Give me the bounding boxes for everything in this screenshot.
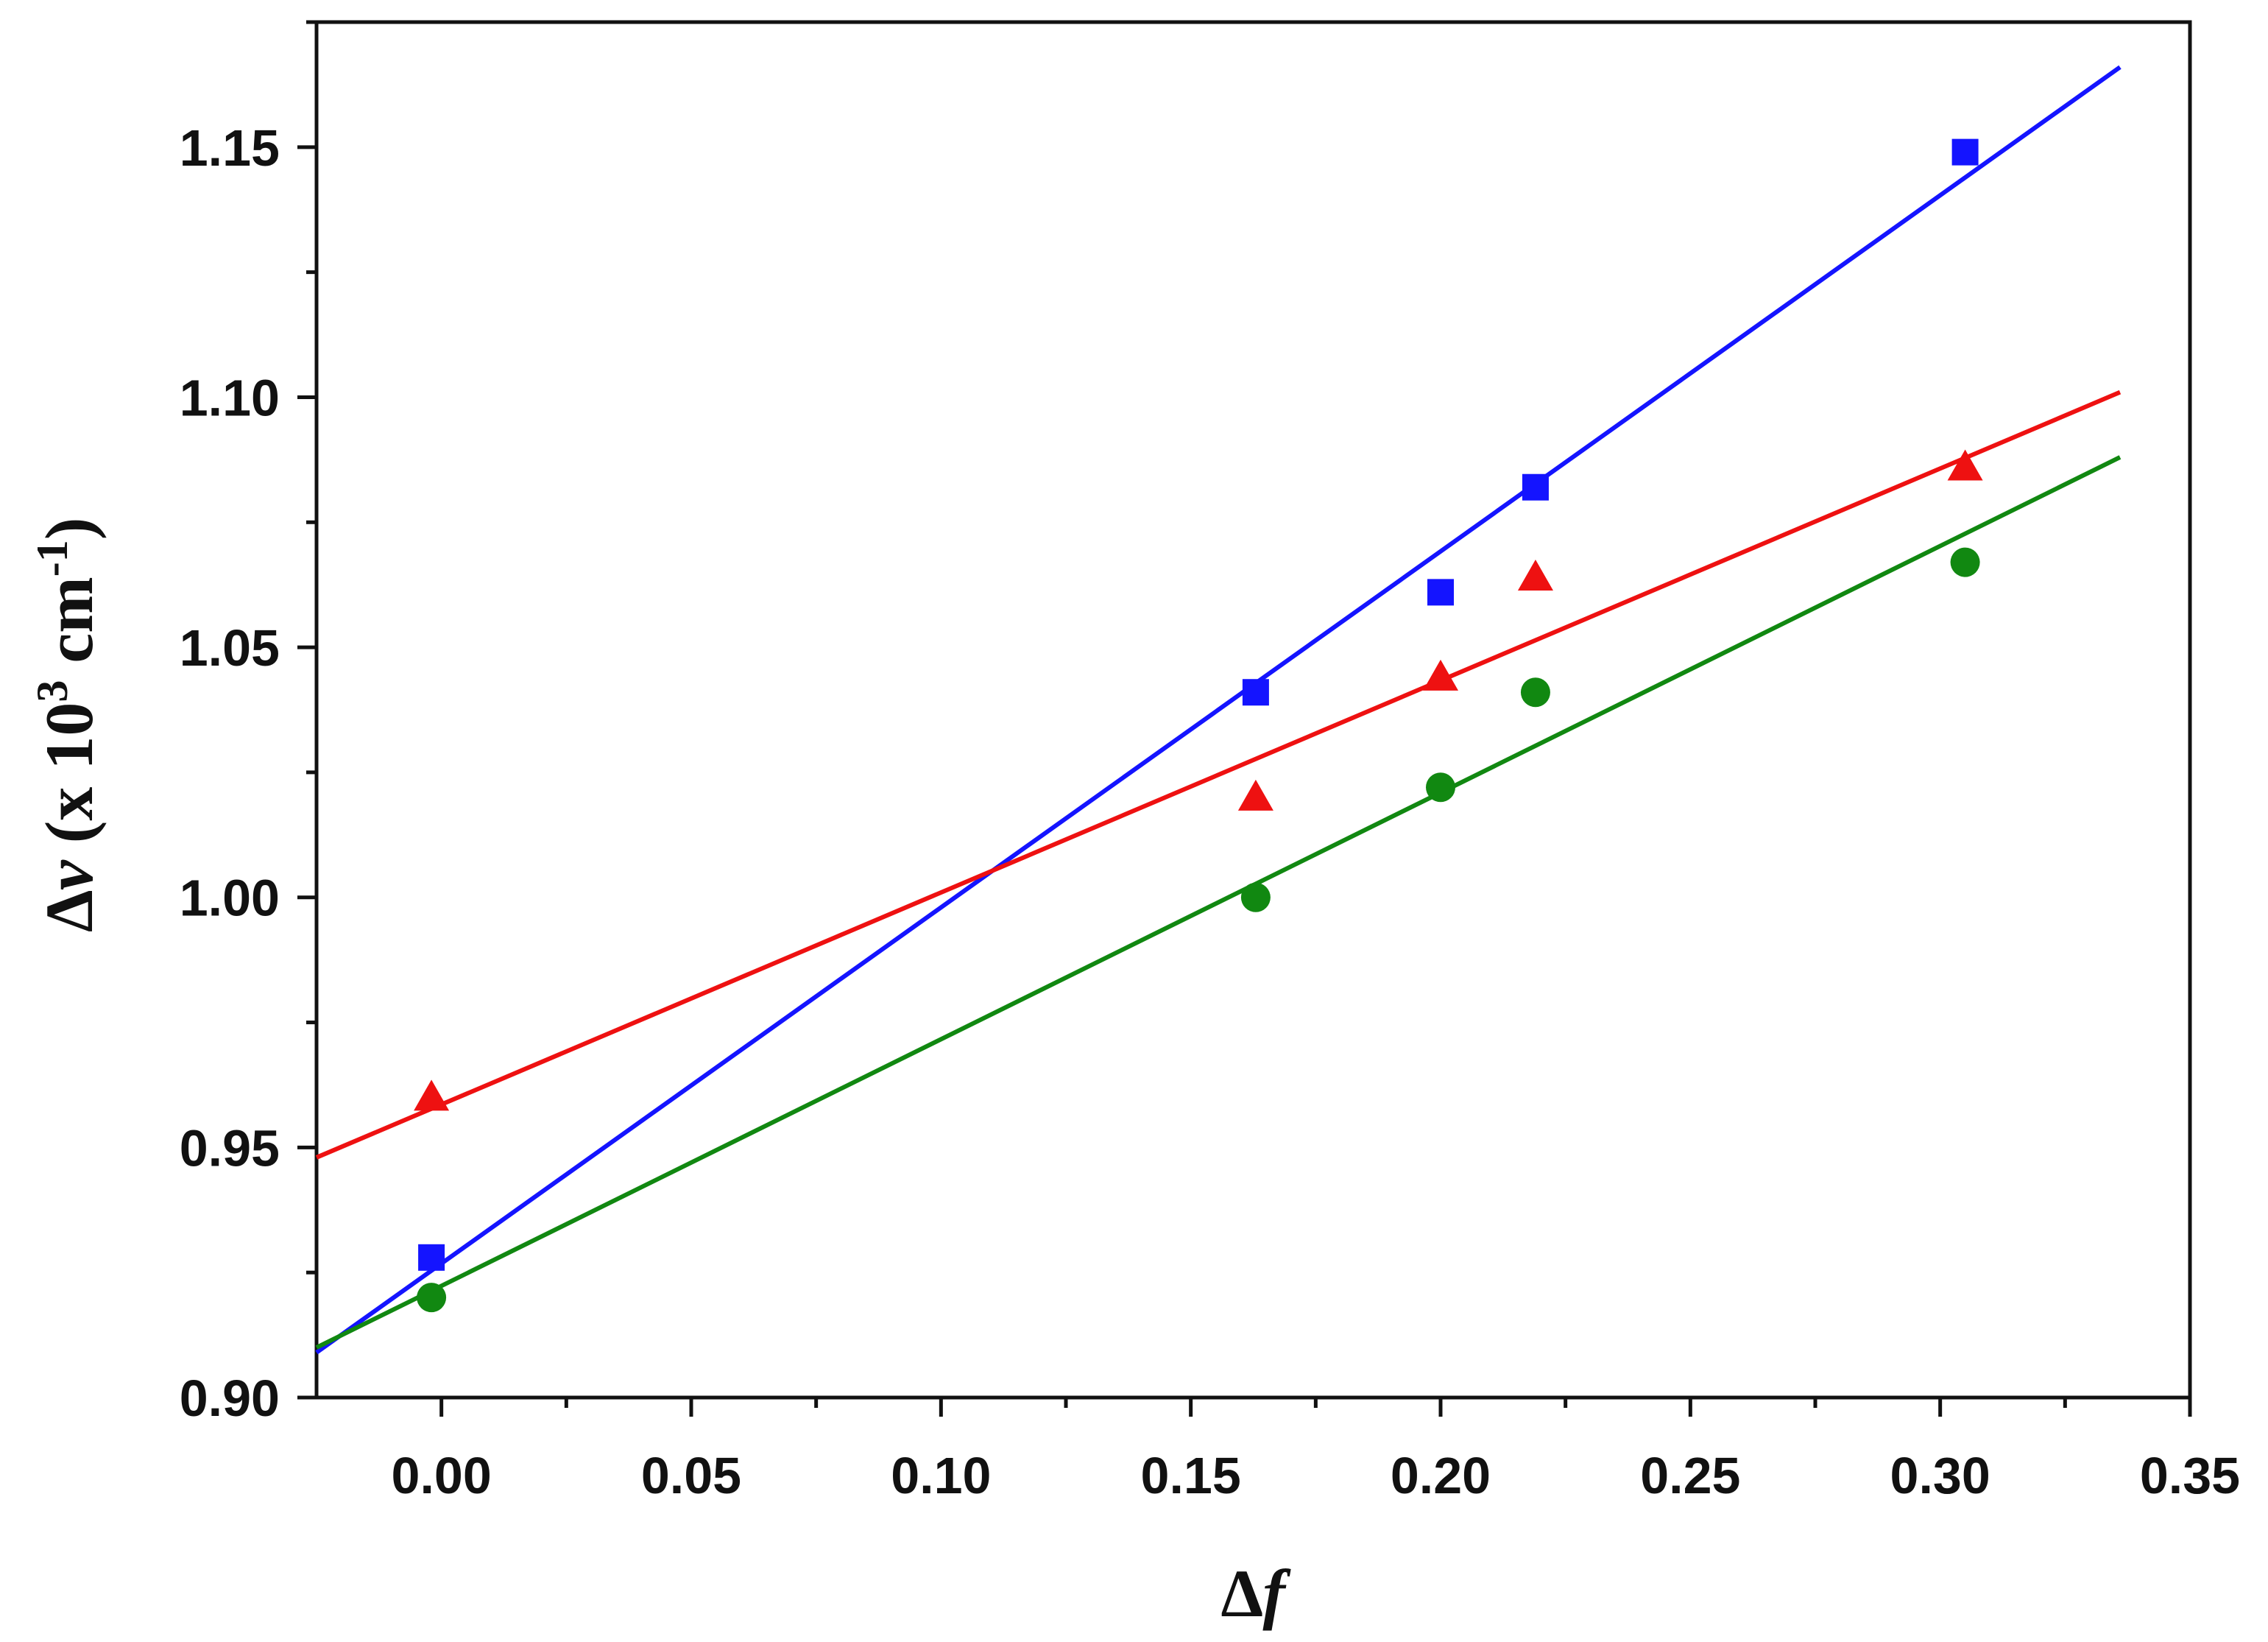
circle-marker bbox=[1950, 547, 1980, 577]
y-axis-title-exponent: 3 bbox=[28, 680, 77, 702]
square-marker bbox=[418, 1244, 445, 1271]
y-axis-title-unit-exponent: -1 bbox=[28, 540, 77, 577]
x-axis: 0.00 0.05 0.10 0.15 0.20 0.25 0.30 0.35 bbox=[392, 1398, 2240, 1504]
y-axis: 0.90 0.95 1.00 1.05 1.10 1.15 bbox=[180, 20, 317, 1427]
triangle-marker bbox=[1517, 559, 1553, 591]
triangle-marker bbox=[1423, 659, 1458, 691]
x-tick-label: 0.35 bbox=[2140, 1447, 2240, 1504]
triangle-series-fit-line bbox=[315, 390, 2122, 1160]
y-axis-title-symbol: ∆ bbox=[32, 890, 107, 931]
y-axis-title-variable: ν bbox=[32, 859, 107, 890]
x-axis-title: ∆f bbox=[1221, 1556, 1291, 1631]
triangle-marker bbox=[414, 1079, 450, 1111]
fit-lines bbox=[315, 65, 2122, 1355]
square-series-fit-line bbox=[315, 65, 2122, 1355]
circle-marker bbox=[1240, 882, 1271, 912]
y-axis-title-unit: cm bbox=[32, 577, 107, 680]
x-tick-label: 0.00 bbox=[392, 1447, 492, 1504]
y-tick-label: 1.10 bbox=[180, 369, 280, 426]
y-axis-title-close: ) bbox=[32, 518, 107, 540]
square-marker bbox=[1427, 579, 1454, 606]
circle-marker bbox=[1426, 772, 1455, 803]
data-markers bbox=[414, 138, 1983, 1313]
x-axis-title-variable: f bbox=[1262, 1556, 1291, 1631]
x-tick-label: 0.05 bbox=[641, 1447, 741, 1504]
x-tick-label: 0.25 bbox=[1640, 1447, 1740, 1504]
y-axis-title-factor: (x 10 bbox=[32, 702, 107, 861]
y-tick-label: 1.15 bbox=[180, 119, 280, 177]
x-tick-label: 0.20 bbox=[1391, 1447, 1491, 1504]
circle-marker bbox=[417, 1283, 447, 1313]
square-marker bbox=[1951, 138, 1979, 166]
square-marker bbox=[1522, 473, 1549, 501]
square-marker bbox=[1242, 679, 1269, 706]
x-tick-label: 0.10 bbox=[891, 1447, 991, 1504]
y-tick-label: 1.00 bbox=[180, 870, 280, 927]
x-tick-label: 0.30 bbox=[1890, 1447, 1990, 1504]
y-tick-label: 0.95 bbox=[180, 1119, 280, 1177]
triangle-marker bbox=[1947, 449, 1983, 481]
y-tick-label: 0.90 bbox=[180, 1370, 280, 1427]
plot-frame bbox=[314, 20, 2192, 1400]
y-tick-label: 1.05 bbox=[180, 619, 280, 677]
y-axis-title: ∆ν (x 103 cm-1) bbox=[28, 518, 107, 932]
x-axis-title-symbol: ∆ bbox=[1221, 1556, 1262, 1631]
triangle-marker bbox=[1237, 779, 1273, 811]
plot-area bbox=[314, 20, 2192, 1400]
circle-series-fit-line bbox=[315, 455, 2122, 1350]
x-tick-label: 0.15 bbox=[1141, 1447, 1241, 1504]
circle-marker bbox=[1520, 677, 1550, 708]
